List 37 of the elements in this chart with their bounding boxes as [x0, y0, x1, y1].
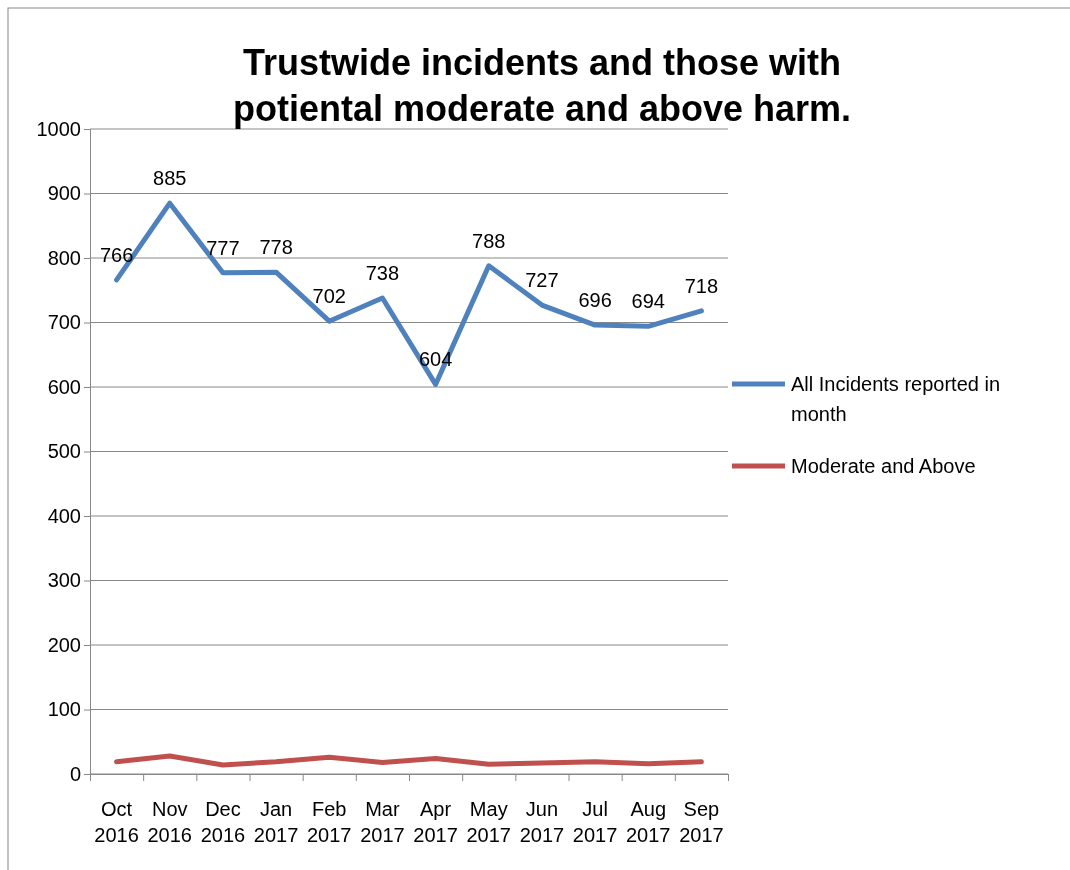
y-tick-label: 600 [47, 375, 81, 398]
x-tick-label: Oct 2016 [94, 798, 139, 846]
y-tick-label: 700 [47, 311, 81, 334]
y-tick-label: 200 [47, 633, 81, 656]
y-tick-label: 800 [47, 246, 81, 269]
x-tick-label: Jul 2017 [572, 798, 618, 846]
y-tick-label: 900 [47, 182, 81, 205]
data-label: 718 [684, 274, 719, 297]
x-tick-label: Mar 2017 [360, 798, 405, 846]
legend-label: Moderate and Above [791, 455, 976, 477]
y-tick-label: 100 [47, 698, 81, 721]
x-tick-label: Aug 2017 [626, 798, 671, 846]
y-tick-label: 400 [47, 504, 81, 527]
y-tick-label: 300 [47, 569, 81, 592]
data-label: 777 [206, 236, 240, 259]
data-label: 766 [99, 243, 134, 266]
data-label: 702 [312, 285, 346, 308]
data-label: 694 [631, 290, 665, 313]
legend-label: All Incidents reported in month [791, 373, 1001, 425]
chart-title: Trustwide incidents and those with potiental moderate and above harm. [232, 42, 852, 129]
data-label: 696 [578, 289, 612, 312]
data-label: 778 [259, 236, 293, 259]
x-tick-label: Nov 2016 [147, 798, 192, 846]
x-tick-label: Jan 2017 [253, 798, 299, 846]
data-label: 788 [472, 229, 506, 252]
x-tick-label: Dec 2016 [200, 798, 246, 846]
y-tick-label: 500 [47, 440, 81, 463]
x-tick-label: Sep 2017 [679, 798, 724, 846]
data-label: 738 [365, 261, 400, 284]
x-tick-label: Apr 2017 [413, 798, 458, 846]
data-label: 727 [525, 269, 559, 292]
x-tick-label: May 2017 [466, 798, 511, 846]
x-tick-label: Feb 2017 [307, 798, 352, 846]
y-tick-label: 1000 [36, 117, 81, 140]
x-tick-label: Jun 2017 [519, 798, 565, 846]
y-tick-label: 0 [69, 762, 81, 785]
data-label: 885 [153, 167, 187, 190]
